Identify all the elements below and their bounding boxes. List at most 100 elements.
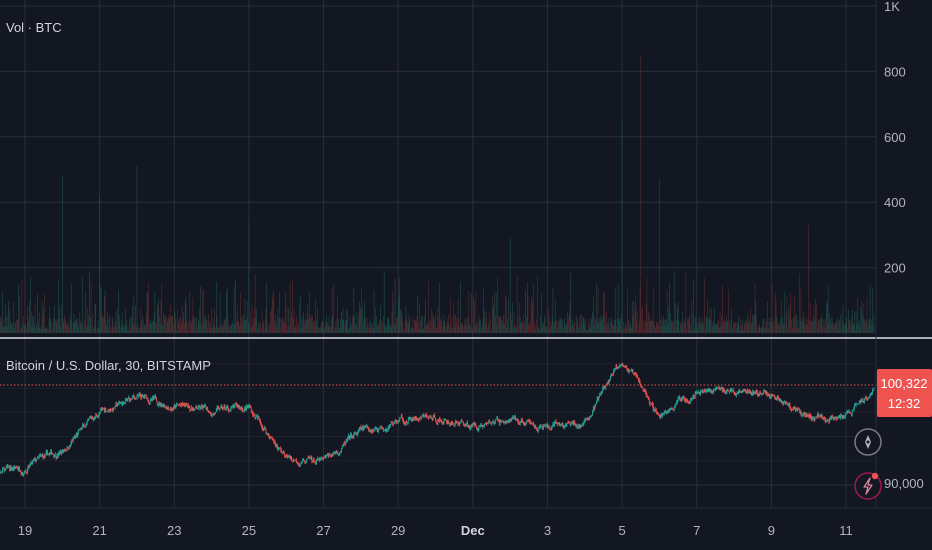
volume-bar (796, 327, 798, 333)
volume-bar (9, 308, 10, 333)
volume-pane[interactable] (0, 55, 875, 334)
candle-body (755, 391, 757, 393)
volume-bar (184, 322, 185, 333)
candle-body (482, 425, 484, 428)
candle-body (862, 399, 863, 401)
volume-bar (660, 326, 662, 333)
volume-bar (419, 329, 421, 333)
volume-bar (155, 322, 156, 333)
volume-bar (790, 293, 792, 333)
volume-bar (55, 320, 56, 333)
candle-body (708, 389, 709, 393)
volume-bar (39, 311, 41, 333)
volume-bar (836, 322, 837, 333)
volume-bar (259, 323, 261, 333)
volume-bar (722, 285, 723, 333)
candle-body (500, 420, 502, 422)
candle-body (614, 368, 615, 372)
volume-bar (445, 328, 446, 333)
candle-body (785, 402, 787, 404)
volume-bar (373, 327, 374, 333)
candle-body (810, 416, 812, 419)
candle-body (746, 390, 748, 394)
compass-button[interactable] (854, 428, 882, 456)
volume-bar (391, 312, 393, 333)
candle-body (555, 421, 557, 424)
candle-body (110, 410, 112, 412)
volume-bar (266, 282, 268, 333)
volume-bar (792, 318, 794, 333)
volume-bar (845, 322, 847, 333)
candle-body (582, 424, 584, 425)
candle-body (868, 397, 869, 400)
volume-bar (440, 319, 442, 333)
candle-body (257, 416, 258, 419)
volume-bar (826, 300, 827, 333)
volume-bar (203, 289, 205, 333)
candle-body (832, 416, 834, 418)
volume-bar (195, 316, 197, 333)
volume-bar (715, 323, 717, 333)
time-axis[interactable]: 19 21 23 25 27 29 Dec 3 5 7 9 11 (18, 523, 853, 538)
volume-bar (10, 324, 12, 333)
volume-bar (114, 321, 116, 333)
candle-body (824, 419, 826, 421)
candle-body (543, 426, 544, 428)
candle-body (159, 402, 161, 405)
candle-body (90, 417, 91, 419)
candle-body (1, 471, 2, 473)
chart-grid (0, 0, 876, 508)
candle-body (632, 369, 634, 374)
candle-body (7, 465, 9, 468)
volume-bar (243, 314, 244, 333)
candle-body (375, 427, 376, 429)
candle-body (222, 407, 223, 409)
volume-bar (91, 328, 93, 333)
volume-bar (117, 289, 119, 333)
candle-body (55, 456, 57, 459)
candle-body (532, 423, 533, 425)
candle-body (417, 418, 418, 420)
candle-body (837, 417, 838, 419)
candle-body (377, 429, 379, 432)
lightning-button[interactable] (854, 472, 882, 500)
candle-body (676, 402, 677, 404)
candle-body (364, 427, 366, 429)
volume-bar (485, 311, 487, 333)
candle-body (813, 417, 814, 419)
candle-body (786, 402, 788, 405)
volume-bar (703, 324, 705, 333)
price-pane[interactable] (0, 362, 875, 478)
volume-bar (256, 309, 257, 333)
volume-bar (34, 303, 36, 333)
candle-body (441, 421, 443, 423)
volume-bar (726, 321, 728, 333)
volume-bar (802, 320, 803, 333)
volume-bar (310, 314, 312, 333)
candle-body (665, 411, 666, 413)
candle-body (322, 458, 324, 460)
volume-bar (849, 320, 851, 333)
candle-body (338, 453, 339, 455)
volume-bar (861, 300, 862, 333)
candle-body (180, 405, 181, 406)
candle-body (228, 408, 229, 411)
candle-body (392, 422, 394, 424)
candle-body (69, 445, 71, 446)
candle-body (517, 420, 519, 422)
volume-bar (500, 315, 502, 333)
volume-bar (546, 326, 547, 333)
volume-bar (598, 323, 600, 333)
volume-bar (323, 325, 324, 333)
volume-bar (121, 312, 123, 333)
volume-bar (689, 315, 691, 333)
candle-body (432, 417, 434, 420)
volume-bar (367, 324, 369, 333)
candle-body (324, 456, 326, 458)
candle-body (594, 406, 596, 410)
candle-body (765, 392, 767, 394)
volume-bar (276, 327, 278, 333)
volume-bar (77, 318, 79, 333)
